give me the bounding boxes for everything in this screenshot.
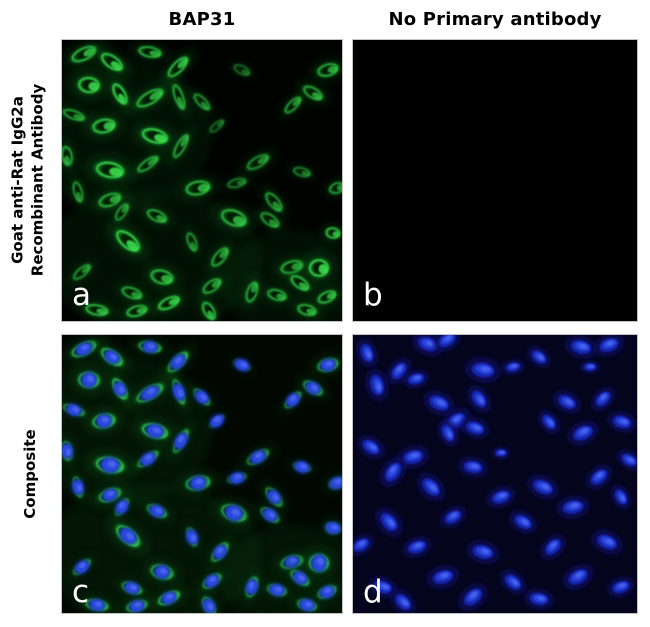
panel-letter-d: d (363, 574, 383, 610)
row-header-antibody-line2: Recombinant Antibody (28, 83, 46, 277)
micrograph-panel-c: c (62, 335, 342, 613)
micrograph-image-a (62, 40, 342, 321)
column-header-no-primary-antibody: No Primary antibody (388, 9, 602, 30)
micrograph-image-d (353, 335, 637, 613)
panel-letter-b: b (363, 277, 383, 313)
micrograph-panel-d: d (353, 335, 637, 613)
micrograph-panel-b: b (353, 40, 637, 321)
column-header-bap31: BAP31 (168, 9, 236, 30)
row-header-antibody-line1: Goat anti-Rat IgG2a (8, 96, 27, 264)
row-header-composite: Composite (21, 429, 39, 519)
panel-letter-a: a (72, 277, 91, 313)
row-header-antibody: Goat anti-Rat IgG2a Recombinant Antibody (9, 40, 53, 321)
micrograph-image-b (353, 40, 637, 321)
micrograph-panel-a: a (62, 40, 342, 321)
panel-letter-c: c (72, 574, 90, 610)
micrograph-image-c (62, 335, 342, 613)
